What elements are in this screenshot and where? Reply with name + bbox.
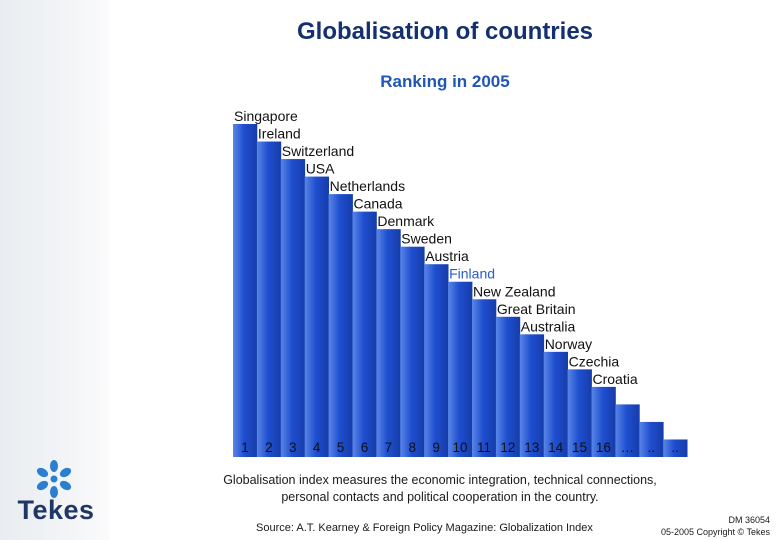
page-title: Globalisation of countries [296, 18, 594, 45]
country-label: New Zealand [473, 283, 556, 299]
country-label: Denmark [377, 213, 435, 229]
bar-rank-13 [519, 334, 545, 457]
country-label: Norway [545, 336, 592, 352]
country-label: Croatia [593, 371, 638, 387]
rank-label: 16 [596, 440, 611, 455]
bar-rank-19 [663, 439, 688, 457]
country-label: Sweden [401, 231, 452, 247]
rank-label: 11 [477, 440, 491, 455]
bar-rank-15 [567, 369, 592, 457]
bar-rank-18 [639, 421, 664, 457]
tekes-logo: Tekes [10, 458, 102, 526]
tekes-wordmark: Tekes [17, 495, 95, 525]
bar-rank-6 [352, 211, 377, 457]
country-label: Canada [354, 196, 403, 212]
bar-rank-16 [591, 386, 616, 457]
bar-rank-4 [304, 176, 329, 457]
country-label: Ireland [258, 126, 301, 142]
country-label: USA [306, 161, 335, 177]
bar-rank-1 [233, 124, 258, 457]
rank-label: 12 [500, 440, 515, 455]
rank-label: 13 [524, 440, 539, 455]
bar-rank-11 [472, 299, 497, 457]
country-label: Great Britain [497, 301, 576, 317]
country-label: Switzerland [282, 143, 354, 159]
rank-label: 10 [453, 440, 468, 455]
rank-label: 7 [385, 440, 393, 455]
country-label: Czechia [569, 353, 620, 369]
country-label: Singapore [234, 108, 298, 124]
chart-subtitle: Ranking in 2005 [380, 72, 510, 91]
bar-rank-8 [400, 246, 425, 457]
country-label: Finland [449, 266, 495, 282]
tekes-snowflake-icon [36, 460, 72, 498]
rank-label: 14 [548, 440, 564, 455]
country-label: Netherlands [330, 178, 406, 194]
rank-label: 9 [432, 440, 440, 455]
rank-label: … [621, 440, 635, 455]
side-band [0, 0, 110, 540]
rank-label: .. [671, 440, 679, 455]
bar-rank-2 [256, 141, 282, 458]
country-label: Australia [521, 318, 576, 334]
rank-label: 4 [313, 440, 321, 455]
rank-label: 15 [572, 440, 587, 455]
copyright-note: 05-2005 Copyright © Tekes [660, 527, 770, 537]
bar-rank-7 [376, 229, 401, 457]
bar-rank-9 [424, 264, 449, 457]
rank-label: 1 [241, 440, 249, 455]
bar-rank-12 [495, 316, 521, 457]
chart-description: Globalisation index measures the economi… [223, 473, 657, 504]
bar-rank-10 [448, 281, 473, 457]
rank-label: 8 [408, 440, 416, 455]
bar-rank-17 [615, 404, 640, 457]
rank-label: 3 [289, 440, 297, 455]
rank-label: 6 [361, 440, 369, 455]
source-note: Source: A.T. Kearney & Foreign Policy Ma… [256, 522, 593, 534]
rank-label: 2 [265, 440, 273, 455]
document-id: DM 36054 [728, 515, 770, 525]
bar-rank-3 [280, 159, 306, 458]
rank-label: 5 [337, 440, 345, 455]
bar-rank-5 [328, 194, 353, 457]
bar-rank-14 [543, 351, 568, 457]
rank-label: .. [647, 440, 655, 455]
country-label: Austria [425, 248, 469, 264]
